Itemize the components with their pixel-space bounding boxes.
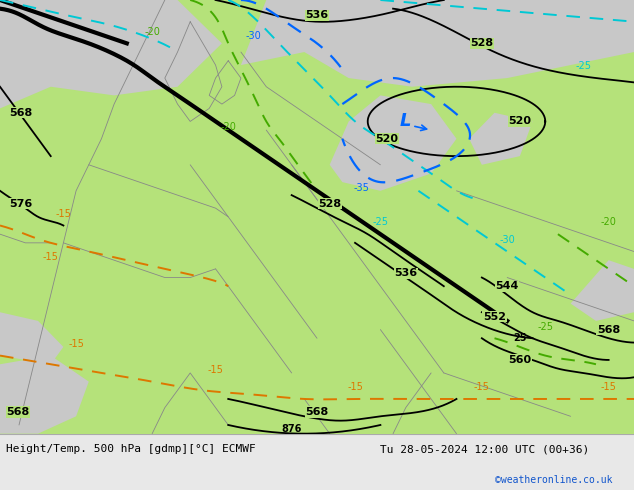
Text: 568: 568 (6, 407, 30, 417)
Text: -35: -35 (353, 183, 370, 193)
Polygon shape (469, 113, 533, 165)
Text: 528: 528 (318, 199, 341, 209)
Text: 560: 560 (508, 355, 531, 365)
Text: 528: 528 (470, 38, 493, 49)
Text: -15: -15 (68, 339, 84, 349)
Polygon shape (0, 0, 222, 108)
Text: -15: -15 (207, 365, 224, 375)
Text: 568: 568 (10, 108, 33, 118)
Text: -15: -15 (347, 382, 363, 392)
Text: L: L (400, 112, 411, 130)
Text: -30: -30 (246, 31, 261, 41)
Text: 876: 876 (281, 424, 302, 434)
Text: -25: -25 (575, 61, 592, 72)
Polygon shape (0, 312, 63, 364)
Text: -25: -25 (372, 218, 389, 227)
Text: Tu 28-05-2024 12:00 UTC (00+36): Tu 28-05-2024 12:00 UTC (00+36) (380, 444, 590, 454)
Text: 568: 568 (306, 407, 328, 417)
Text: 536: 536 (394, 268, 417, 278)
Text: 544: 544 (496, 281, 519, 291)
Text: -20: -20 (144, 26, 160, 37)
Polygon shape (0, 0, 634, 434)
Text: -25: -25 (537, 321, 553, 332)
Text: 25: 25 (513, 333, 527, 343)
Text: 576: 576 (10, 199, 33, 209)
Polygon shape (571, 260, 634, 321)
Polygon shape (241, 0, 634, 87)
Text: 520: 520 (375, 134, 398, 144)
Polygon shape (0, 356, 89, 434)
Text: -15: -15 (600, 382, 617, 392)
Text: 536: 536 (306, 10, 328, 20)
Text: -20: -20 (600, 218, 617, 227)
Polygon shape (330, 96, 456, 191)
Text: -20: -20 (220, 122, 236, 132)
Text: 552: 552 (483, 312, 506, 321)
Text: Height/Temp. 500 hPa [gdmp][°C] ECMWF: Height/Temp. 500 hPa [gdmp][°C] ECMWF (6, 444, 256, 454)
Text: ©weatheronline.co.uk: ©weatheronline.co.uk (495, 475, 612, 485)
Text: 520: 520 (508, 117, 531, 126)
Text: 568: 568 (597, 324, 620, 335)
Text: -15: -15 (55, 209, 72, 219)
Text: -15: -15 (474, 382, 490, 392)
Text: -15: -15 (42, 252, 59, 262)
Text: -30: -30 (500, 235, 515, 245)
